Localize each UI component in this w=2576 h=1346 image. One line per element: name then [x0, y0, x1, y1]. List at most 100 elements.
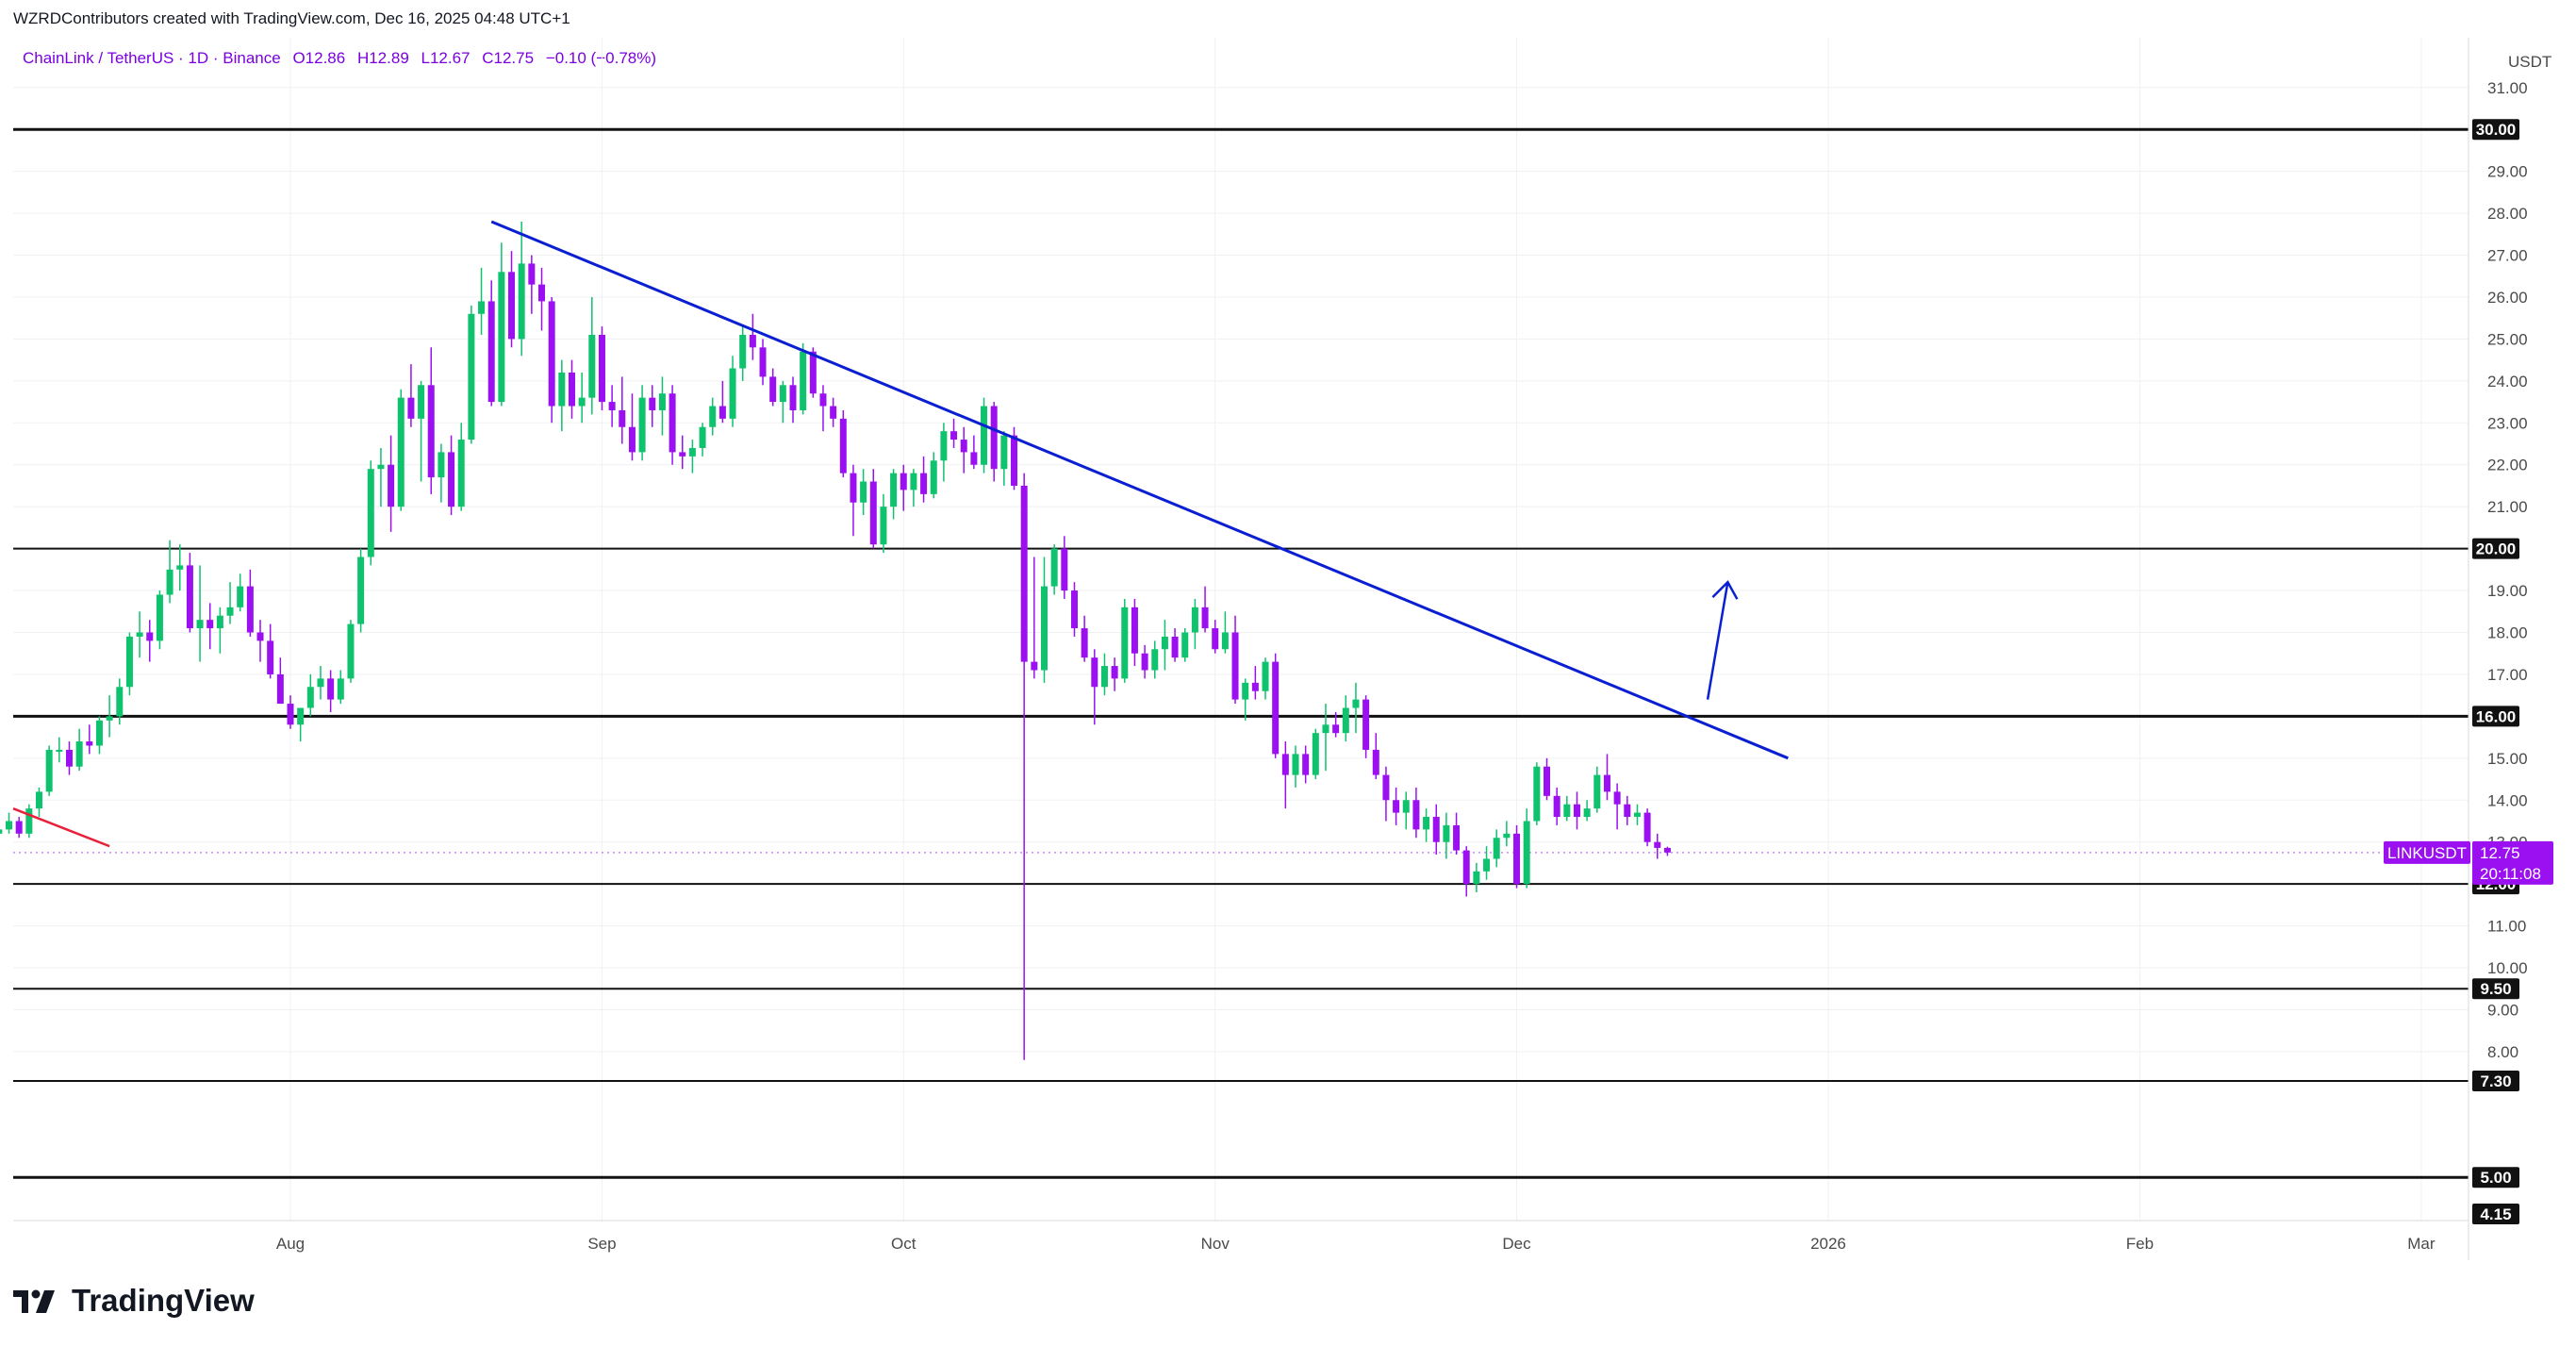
horizontal-levels [13, 127, 2469, 1179]
candle-body [518, 263, 525, 340]
candle-body [860, 481, 867, 503]
y-tick-label: 26.00 [2487, 289, 2528, 307]
candle-body [166, 569, 173, 595]
candle-body [86, 741, 93, 746]
candle-body [347, 623, 355, 679]
candle-body [457, 440, 465, 507]
candle-body [729, 368, 736, 419]
level-label: 30.00 [2476, 121, 2517, 139]
candle-body [578, 397, 586, 407]
candle-body [688, 447, 696, 457]
symbol-tag-box [2384, 840, 2470, 864]
candle-body [468, 313, 475, 440]
candle-body [1583, 808, 1591, 818]
candle-body [1663, 847, 1671, 853]
candle-body [95, 720, 103, 746]
candle-body [981, 406, 988, 465]
candle-body [1050, 548, 1058, 587]
candle-body [1563, 804, 1571, 818]
candle-body [1553, 795, 1560, 818]
trendline [490, 220, 1789, 760]
candle-body [699, 426, 706, 448]
candle-body [769, 376, 777, 403]
countdown-label: 20:11:08 [2480, 865, 2541, 883]
y-tick-label: 25.00 [2487, 330, 2528, 348]
y-tick-label: 8.00 [2487, 1043, 2518, 1061]
candle-body [1533, 766, 1541, 822]
candle-body [960, 440, 967, 453]
candle-body [819, 393, 827, 407]
candle-body [638, 397, 646, 453]
candle-body [487, 301, 495, 403]
level-label-box [2472, 1071, 2519, 1092]
candle-body [56, 749, 63, 752]
candle-body [1061, 548, 1068, 591]
candle-body [226, 607, 234, 616]
candle-body [800, 351, 807, 410]
candle-body [619, 409, 626, 427]
y-tick-label: 18.00 [2487, 624, 2528, 642]
candle-body [1020, 485, 1028, 662]
candle-body [649, 397, 656, 410]
x-tick-label: Dec [1502, 1235, 1531, 1253]
arrow-head [1711, 580, 1739, 600]
candle-body [528, 263, 536, 285]
candle-body [1453, 824, 1461, 851]
candle-body [718, 406, 726, 419]
level-label: 4.15 [2480, 1205, 2511, 1223]
candle-body [548, 301, 555, 407]
candle-body [116, 687, 124, 717]
candle-body [498, 272, 505, 403]
level-label: 5.00 [2480, 1169, 2511, 1187]
candle-body [1000, 435, 1008, 470]
current-price-label: 12.75 [2480, 844, 2520, 862]
candle-body [1231, 632, 1239, 700]
candles [0, 221, 1671, 1060]
candle-body [669, 393, 676, 453]
candle-body [156, 594, 163, 641]
y-tick-label: 28.00 [2487, 205, 2528, 223]
tradingview-brand[interactable]: TradingView [13, 1283, 255, 1319]
candle-body [1603, 774, 1610, 792]
grid [13, 38, 2469, 1221]
candle-body [1242, 682, 1249, 700]
candle-body [397, 397, 405, 507]
candle-body [1272, 661, 1280, 755]
candle-body [1131, 607, 1138, 654]
x-tick-label: Mar [2407, 1235, 2436, 1253]
candle-body [1251, 682, 1259, 691]
candle-body [186, 565, 193, 629]
y-tick-label: 11.00 [2487, 918, 2526, 936]
red-trendline [12, 806, 110, 848]
candle-body [176, 565, 184, 570]
candle-body [658, 393, 666, 410]
candle-body [1372, 749, 1379, 775]
candle-body [1091, 657, 1098, 688]
x-tick-label: Nov [1201, 1235, 1230, 1253]
x-tick-label: 2026 [1810, 1235, 1846, 1253]
candle-body [297, 707, 305, 725]
candle-body [568, 372, 575, 407]
candle-body [789, 385, 797, 410]
candle-body [1412, 800, 1420, 830]
level-label: 7.30 [2480, 1072, 2511, 1090]
candle-body [448, 452, 455, 507]
candle-body [880, 507, 887, 545]
y-tick-label: 17.00 [2487, 666, 2528, 684]
candle-body [196, 620, 204, 629]
legend-symbol[interactable]: ChainLink / TetherUS · 1D · Binance [23, 49, 281, 67]
candle-body [1483, 858, 1491, 872]
candle-body [256, 632, 264, 641]
candle-body [1292, 754, 1299, 775]
candle-body [1281, 754, 1289, 775]
candle-body [1332, 724, 1340, 734]
candle-body [377, 464, 385, 470]
candle-body [940, 431, 948, 461]
candle-body [538, 284, 545, 302]
legend-close: C12.75 [482, 49, 535, 67]
candle-body [890, 473, 898, 507]
x-tick-label: Aug [276, 1235, 305, 1253]
y-tick-label: 27.00 [2487, 247, 2528, 265]
candle-body [267, 640, 274, 674]
